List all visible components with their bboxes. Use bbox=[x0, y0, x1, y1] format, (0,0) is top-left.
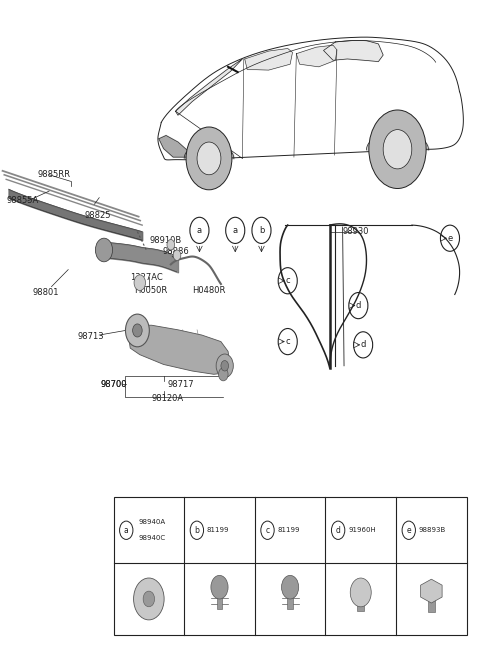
Text: 1327AC: 1327AC bbox=[130, 273, 163, 282]
Text: 98855A: 98855A bbox=[6, 196, 38, 206]
Circle shape bbox=[133, 578, 164, 620]
Text: 98825: 98825 bbox=[85, 212, 111, 221]
Text: a: a bbox=[124, 526, 129, 535]
Polygon shape bbox=[324, 41, 383, 62]
Circle shape bbox=[281, 576, 299, 599]
Text: 98801: 98801 bbox=[33, 288, 59, 297]
Text: c: c bbox=[286, 276, 290, 285]
Text: 98700: 98700 bbox=[101, 380, 127, 388]
Text: 81199: 81199 bbox=[277, 528, 300, 533]
Polygon shape bbox=[159, 135, 190, 157]
Circle shape bbox=[211, 576, 228, 599]
Bar bbox=[216, 587, 222, 609]
Circle shape bbox=[173, 250, 181, 260]
Polygon shape bbox=[245, 49, 292, 70]
Circle shape bbox=[96, 238, 113, 261]
Circle shape bbox=[125, 314, 149, 347]
Text: 98717: 98717 bbox=[168, 380, 194, 388]
Text: d: d bbox=[356, 301, 361, 310]
Circle shape bbox=[369, 110, 426, 189]
Polygon shape bbox=[176, 59, 242, 115]
Text: 98893B: 98893B bbox=[419, 528, 446, 533]
Circle shape bbox=[221, 361, 228, 371]
Text: 98700: 98700 bbox=[101, 380, 127, 388]
Text: 91960H: 91960H bbox=[348, 528, 376, 533]
Circle shape bbox=[134, 275, 145, 290]
Text: 98120A: 98120A bbox=[152, 394, 184, 403]
Text: d: d bbox=[360, 340, 366, 350]
Circle shape bbox=[186, 127, 232, 190]
Text: 98930: 98930 bbox=[343, 227, 369, 236]
Text: a: a bbox=[197, 226, 202, 235]
Bar bbox=[358, 593, 364, 611]
Text: c: c bbox=[265, 526, 270, 535]
Circle shape bbox=[383, 129, 412, 169]
Circle shape bbox=[218, 368, 228, 381]
Text: 98940A: 98940A bbox=[138, 520, 166, 526]
Circle shape bbox=[143, 591, 155, 607]
Circle shape bbox=[216, 354, 233, 378]
Bar bbox=[114, 497, 467, 635]
Circle shape bbox=[197, 142, 221, 175]
Bar bbox=[287, 587, 293, 609]
Text: 9885RR: 9885RR bbox=[37, 170, 70, 179]
Text: 81199: 81199 bbox=[207, 528, 229, 533]
Text: 98886: 98886 bbox=[163, 247, 190, 256]
Polygon shape bbox=[420, 579, 442, 603]
Circle shape bbox=[132, 324, 142, 337]
Bar bbox=[428, 593, 435, 612]
Text: e: e bbox=[407, 526, 411, 535]
Text: a: a bbox=[233, 226, 238, 235]
Text: 98940C: 98940C bbox=[138, 535, 166, 541]
Text: H0050R: H0050R bbox=[134, 286, 168, 295]
Circle shape bbox=[350, 578, 371, 607]
Polygon shape bbox=[128, 325, 230, 374]
Text: 98713: 98713 bbox=[78, 332, 104, 341]
Text: c: c bbox=[286, 337, 290, 346]
Text: H0480R: H0480R bbox=[192, 286, 226, 295]
Circle shape bbox=[167, 240, 175, 250]
Polygon shape bbox=[296, 45, 337, 67]
Text: d: d bbox=[336, 526, 341, 535]
Text: e: e bbox=[447, 234, 453, 242]
Text: b: b bbox=[194, 526, 199, 535]
Text: 98910B: 98910B bbox=[149, 236, 181, 244]
Text: b: b bbox=[259, 226, 264, 235]
